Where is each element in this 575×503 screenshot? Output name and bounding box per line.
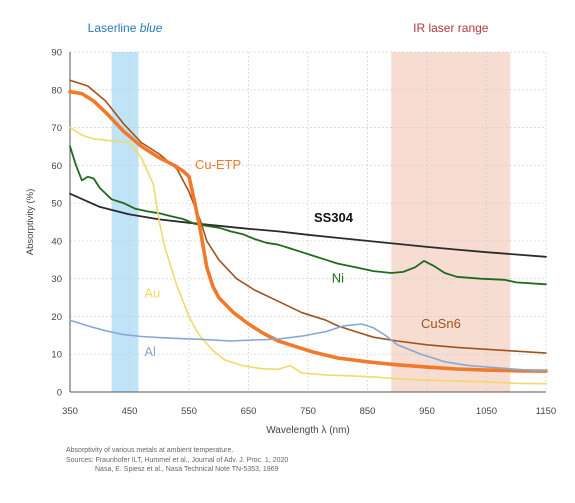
x-axis-label: Wavelength λ (nm) xyxy=(266,425,350,436)
y-tick-label-30: 30 xyxy=(51,274,62,285)
y-tick-label-60: 60 xyxy=(51,161,62,172)
wavelength-bands: Laserline blue IR laser range xyxy=(88,21,511,392)
series-line-al xyxy=(69,319,547,372)
series-line-cu-etp xyxy=(68,89,548,373)
series-label-ni: Ni xyxy=(332,270,344,285)
band-label-0-main: Laserline xyxy=(88,21,140,35)
y-tick-label-90: 90 xyxy=(51,48,62,59)
y-tick-label-10: 10 xyxy=(51,350,62,361)
x-tick-label-850: 850 xyxy=(360,406,376,417)
series-line-au xyxy=(69,126,547,385)
series-line-cusn6 xyxy=(69,79,547,354)
y-tick-label-50: 50 xyxy=(51,199,62,210)
band-label-1-main: IR laser range xyxy=(413,21,489,35)
x-tick-label-450: 450 xyxy=(122,406,138,417)
x-tick-label-650: 650 xyxy=(241,406,257,417)
series-label-cusn6: CuSn6 xyxy=(421,316,461,331)
y-tick-label-0: 0 xyxy=(57,388,62,399)
x-tick-label-750: 750 xyxy=(300,406,316,417)
x-tick-label-950: 950 xyxy=(419,406,435,417)
x-tick-label-1050: 1050 xyxy=(476,406,497,417)
caption-line-3: Nasa, E. Spiesz et al., Nasa Technical N… xyxy=(95,466,279,473)
caption-line-2: Sources: Fraunhofer ILT, Hummel et al., … xyxy=(66,456,289,464)
y-axis-label: Absorptivity (%) xyxy=(25,189,36,256)
x-tick-label-550: 550 xyxy=(181,406,197,417)
band-label-0: Laserline blue xyxy=(88,21,163,35)
grid-lines xyxy=(70,51,547,392)
y-tick-label-20: 20 xyxy=(51,312,62,323)
caption-line-1: Absorptivity of various metals at ambien… xyxy=(66,447,234,454)
series-line-ss304 xyxy=(69,192,547,258)
series-label-ss304: SS304 xyxy=(314,210,354,225)
y-tick-label-40: 40 xyxy=(51,236,62,247)
series-line-ni xyxy=(69,145,547,286)
band-label-0-em: blue xyxy=(140,21,163,35)
axes: 0 10 20 30 40 50 60 70 80 90 350 450 550 650 750 850 950… xyxy=(25,48,556,437)
band-1 xyxy=(391,52,511,392)
series-label-cu-etp: Cu-ETP xyxy=(195,157,241,172)
band-label-1: IR laser range xyxy=(413,21,489,35)
series-labels: SS304 Ni Cu-ETP CuSn6 Au Al xyxy=(144,157,460,359)
y-tick-label-70: 70 xyxy=(51,123,62,134)
series-label-au: Au xyxy=(144,286,160,301)
series-lines xyxy=(68,79,548,385)
chart-caption: Absorptivity of various metals at ambien… xyxy=(66,446,288,475)
x-tick-label-1150: 1150 xyxy=(536,406,556,417)
y-tick-label-80: 80 xyxy=(51,85,62,96)
band-0 xyxy=(111,52,139,392)
series-label-al: Al xyxy=(144,344,156,359)
x-tick-label-350: 350 xyxy=(62,406,78,417)
